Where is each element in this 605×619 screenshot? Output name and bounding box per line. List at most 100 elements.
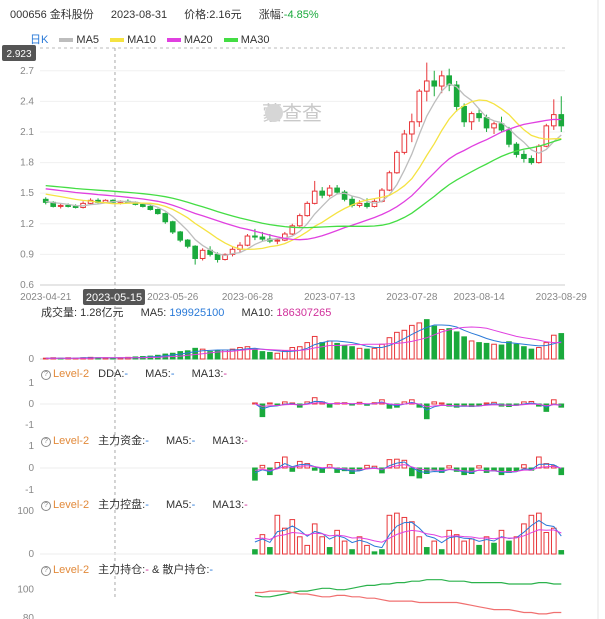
candle xyxy=(162,213,169,223)
candle xyxy=(140,203,146,207)
watermark-logo xyxy=(265,104,283,122)
zlkp-bar xyxy=(416,536,423,555)
dda-bar xyxy=(326,403,333,408)
zljj-bar xyxy=(409,467,415,477)
volume-bar xyxy=(334,342,340,360)
volume-bar xyxy=(237,347,243,360)
zlkp-bar xyxy=(506,540,512,555)
zljj-bar xyxy=(476,465,482,469)
zljj-ma5-value: - xyxy=(191,435,196,447)
volume-bar xyxy=(491,343,497,360)
legend-ma20-label: MA20 xyxy=(183,34,213,46)
zlcc-y-tick: 80 xyxy=(23,613,35,619)
candle xyxy=(453,84,460,107)
retail-label: 散户持仓: xyxy=(162,564,210,576)
zlkp-bar xyxy=(289,519,296,555)
legend-ma5-label: MA5 xyxy=(76,34,100,46)
retail-value: - xyxy=(209,564,214,576)
legend-ma30-label: MA30 xyxy=(240,34,270,46)
volume-bar xyxy=(289,347,296,360)
zlkp-bar xyxy=(267,547,273,555)
zlkp-bar xyxy=(438,549,445,555)
volume-ma10-line xyxy=(45,326,562,359)
zlkp-ma5-label: MA5: xyxy=(165,499,192,511)
zlkp-bar xyxy=(453,534,460,555)
candle xyxy=(401,133,408,153)
zljj-bar xyxy=(386,459,393,469)
zlkp-bar xyxy=(498,529,505,555)
legend-ma10[interactable]: MA10 xyxy=(110,34,156,46)
price-value: 2.16元 xyxy=(209,9,242,21)
change-label: 涨幅: xyxy=(258,9,284,21)
volume-ma10-label: MA10: xyxy=(241,307,274,319)
candle xyxy=(222,253,228,260)
volume-bar xyxy=(371,347,378,360)
volume-bar xyxy=(513,343,520,360)
zlkp-bar xyxy=(364,544,370,555)
zlcc-level-tag[interactable]: Level-2 xyxy=(53,564,90,576)
zlkp-bar xyxy=(371,551,378,555)
legend-ma20[interactable]: MA20 xyxy=(166,34,213,46)
zljj-level-tag[interactable]: Level-2 xyxy=(53,435,90,447)
zlkp-bar xyxy=(550,527,557,555)
zlkp-panel-header: ? Level-2 主力控盘:- MA5:- MA13:- xyxy=(41,496,248,512)
zlkp-bar xyxy=(401,516,408,555)
zlkp-bar xyxy=(446,529,453,555)
change-text: 涨幅:-4.85% xyxy=(259,9,319,21)
zlkp-bar xyxy=(521,523,527,555)
zlkp-ma13-line xyxy=(254,529,562,543)
candle xyxy=(244,235,251,246)
candle xyxy=(311,190,318,204)
legend-ma10-swatch xyxy=(110,38,125,43)
help-icon[interactable]: ? xyxy=(41,437,51,447)
y-tick-label: 1.2 xyxy=(20,219,34,230)
volume-bar xyxy=(431,325,438,360)
volume-bar xyxy=(267,351,273,360)
volume-bar xyxy=(229,348,236,360)
stock-header: 000656 金科股份 2023-08-31 价格:2.16元 涨幅:-4.85… xyxy=(10,6,333,22)
volume-bar xyxy=(244,346,251,360)
volume-ma10-value: 186307265 xyxy=(276,307,332,319)
dda-value: - xyxy=(124,368,129,380)
help-icon[interactable]: ? xyxy=(41,501,51,511)
price-text: 价格:2.16元 xyxy=(184,9,241,21)
zlkp-level-tag[interactable]: Level-2 xyxy=(53,499,90,511)
candle xyxy=(147,205,154,211)
volume-bar xyxy=(394,331,400,360)
zljj-bar xyxy=(416,467,423,479)
candle xyxy=(461,105,467,123)
zlkp-bar xyxy=(491,542,497,555)
zljj-bar xyxy=(289,467,296,472)
zljj-bar xyxy=(259,464,266,469)
zlkp-bar xyxy=(326,547,333,555)
volume-bar xyxy=(536,347,542,360)
zlkp-bar xyxy=(349,549,355,555)
volume-bar xyxy=(409,324,415,360)
candle xyxy=(476,113,482,119)
legend-ma5[interactable]: MA5 xyxy=(59,34,99,46)
help-icon[interactable]: ? xyxy=(41,566,51,576)
main-position-line xyxy=(254,579,562,598)
volume-bar xyxy=(386,337,393,360)
zljj-ma13-label: MA13: xyxy=(212,435,245,447)
zlkp-ma13-label: MA13: xyxy=(212,499,245,511)
candle xyxy=(319,190,325,196)
period-tab-daily[interactable]: 日K xyxy=(30,34,49,46)
volume-bar xyxy=(558,333,565,360)
legend-ma30[interactable]: MA30 xyxy=(223,34,270,46)
candle xyxy=(356,202,363,206)
volume-ma5-label: MA5: xyxy=(140,307,167,319)
zljj-ma5-label: MA5: xyxy=(165,435,192,447)
volume-bar xyxy=(356,347,363,360)
volume-bar xyxy=(461,336,467,360)
dda-level-tag[interactable]: Level-2 xyxy=(53,368,90,380)
y-tick-label: 2.4 xyxy=(20,96,34,107)
zljj-bar xyxy=(311,467,318,471)
help-icon[interactable]: ? xyxy=(41,370,51,380)
candle xyxy=(192,245,198,259)
cursor-date-label: 2023-05-15 xyxy=(86,292,142,304)
volume-bar xyxy=(521,346,527,360)
candle xyxy=(446,75,453,86)
zljj-bar xyxy=(446,465,453,469)
